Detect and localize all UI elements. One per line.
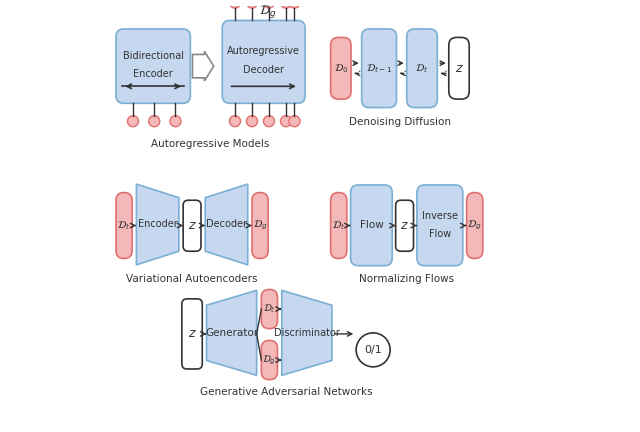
Text: 0/1: 0/1 [364, 345, 382, 355]
Polygon shape [205, 184, 248, 265]
FancyBboxPatch shape [252, 193, 268, 258]
Text: Decoder: Decoder [206, 219, 247, 229]
FancyBboxPatch shape [116, 29, 190, 103]
Text: Generative Adversarial Networks: Generative Adversarial Networks [200, 388, 372, 397]
FancyBboxPatch shape [362, 29, 397, 108]
Text: Denoising Diffusion: Denoising Diffusion [349, 118, 451, 127]
Text: $\mathcal{D}_g$: $\mathcal{D}_g$ [467, 219, 482, 232]
Text: Normalizing Flows: Normalizing Flows [359, 274, 454, 284]
Text: $z$: $z$ [454, 62, 463, 75]
FancyBboxPatch shape [182, 299, 202, 369]
Circle shape [289, 0, 300, 8]
Circle shape [264, 116, 275, 127]
Circle shape [246, 0, 257, 8]
Text: $\mathcal{D}_t$: $\mathcal{D}_t$ [263, 303, 276, 315]
FancyBboxPatch shape [417, 185, 463, 266]
Circle shape [127, 116, 138, 127]
Text: $z$: $z$ [188, 327, 196, 340]
FancyBboxPatch shape [449, 38, 469, 99]
Text: Discriminator: Discriminator [274, 328, 340, 338]
FancyBboxPatch shape [183, 200, 201, 251]
Circle shape [264, 0, 275, 8]
Text: $\mathcal{D}_g$: $\mathcal{D}_g$ [259, 3, 276, 19]
FancyArrow shape [193, 51, 214, 81]
Circle shape [170, 116, 181, 127]
Polygon shape [282, 290, 332, 375]
Text: Bidirectional: Bidirectional [123, 51, 184, 60]
Circle shape [289, 116, 300, 127]
FancyBboxPatch shape [396, 200, 413, 251]
FancyBboxPatch shape [261, 289, 278, 329]
FancyBboxPatch shape [116, 193, 132, 258]
FancyBboxPatch shape [331, 193, 347, 258]
Circle shape [148, 116, 160, 127]
Circle shape [356, 333, 390, 367]
Text: Decoder: Decoder [243, 64, 284, 75]
FancyBboxPatch shape [406, 29, 437, 108]
Text: $\mathcal{D}_{t-1}$: $\mathcal{D}_{t-1}$ [366, 62, 392, 75]
FancyBboxPatch shape [222, 20, 305, 103]
Circle shape [280, 116, 292, 127]
Text: $\mathcal{D}_0$: $\mathcal{D}_0$ [333, 62, 348, 75]
FancyBboxPatch shape [261, 340, 278, 380]
Polygon shape [207, 290, 257, 375]
FancyBboxPatch shape [467, 193, 483, 258]
Text: Flow: Flow [360, 220, 383, 230]
Text: Encoder: Encoder [138, 219, 177, 229]
Text: Autoregressive Models: Autoregressive Models [152, 139, 269, 149]
Text: $\mathcal{D}_t$: $\mathcal{D}_t$ [117, 219, 131, 232]
Text: Generator: Generator [205, 328, 258, 338]
FancyBboxPatch shape [331, 38, 351, 99]
FancyBboxPatch shape [351, 185, 392, 266]
Text: Flow: Flow [429, 229, 451, 239]
Circle shape [230, 116, 241, 127]
Text: Encoder: Encoder [133, 69, 173, 79]
Text: $\mathcal{D}_t$: $\mathcal{D}_t$ [415, 62, 429, 75]
Text: $\mathcal{D}_g$: $\mathcal{D}_g$ [262, 353, 276, 367]
Text: Autoregressive: Autoregressive [227, 46, 300, 56]
Text: $z$: $z$ [400, 219, 409, 232]
Circle shape [246, 116, 257, 127]
Polygon shape [136, 184, 179, 265]
Circle shape [280, 0, 292, 8]
Text: $\mathcal{D}_t$: $\mathcal{D}_t$ [332, 219, 346, 232]
Text: $\mathcal{D}_g$: $\mathcal{D}_g$ [253, 219, 268, 232]
Text: Variational Autoencoders: Variational Autoencoders [126, 274, 258, 284]
Circle shape [230, 0, 241, 8]
Text: Inverse: Inverse [422, 211, 458, 221]
Text: $z$: $z$ [188, 219, 196, 232]
